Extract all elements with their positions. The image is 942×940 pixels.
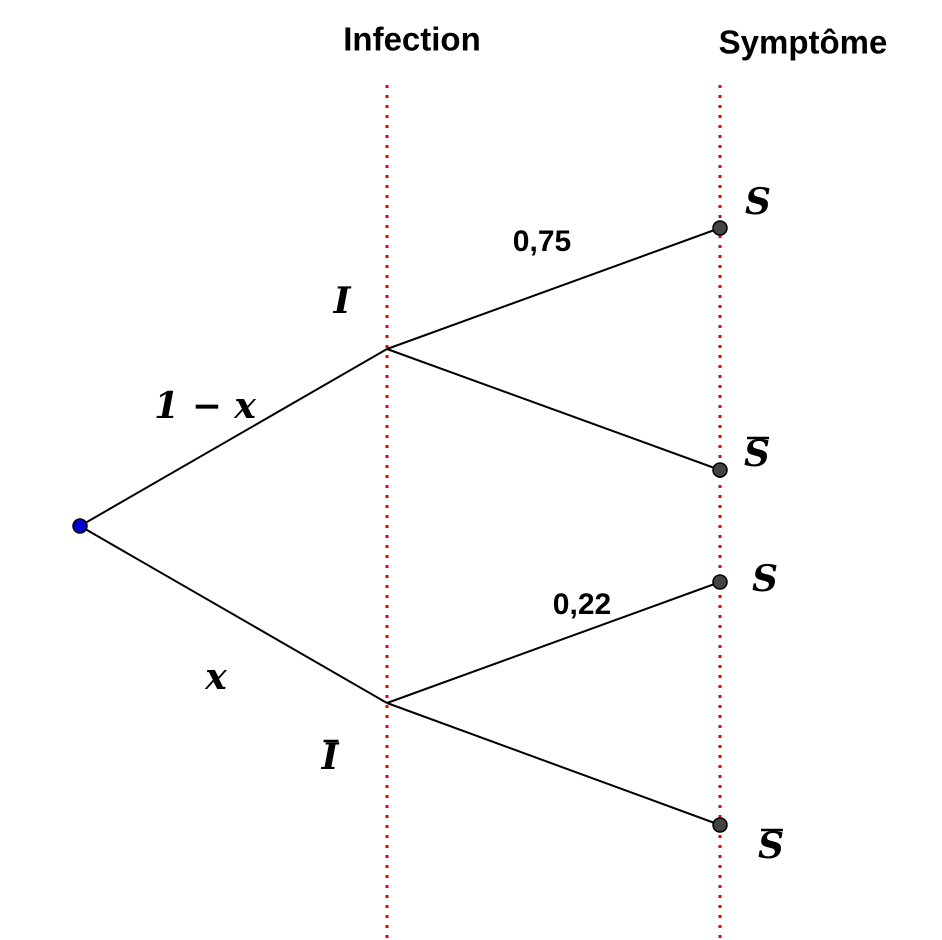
branch [386, 348, 721, 471]
branches [79, 227, 721, 826]
edge-label: 1 − x [154, 385, 256, 427]
leaf-points [712, 220, 728, 833]
edge-label: 0,75 [513, 225, 571, 258]
branch [79, 348, 388, 527]
node-label: S [745, 181, 771, 223]
branch [79, 525, 388, 704]
branch [386, 227, 721, 350]
root-node [72, 518, 88, 534]
leaf-node [712, 462, 728, 478]
node-label: S [758, 825, 784, 867]
level-header: Infection [343, 21, 481, 58]
branch [386, 702, 721, 826]
node-label: I [333, 280, 352, 322]
node-label: S [752, 558, 778, 600]
edge-label: 0,22 [553, 588, 611, 621]
leaf-node [712, 817, 728, 833]
leaf-node [712, 574, 728, 590]
leaf-node [712, 220, 728, 236]
edge-label: x [204, 656, 227, 698]
branch [386, 581, 721, 704]
level-header: Symptôme [719, 24, 888, 61]
node-label: I [321, 736, 340, 778]
node-label: S [744, 433, 770, 475]
